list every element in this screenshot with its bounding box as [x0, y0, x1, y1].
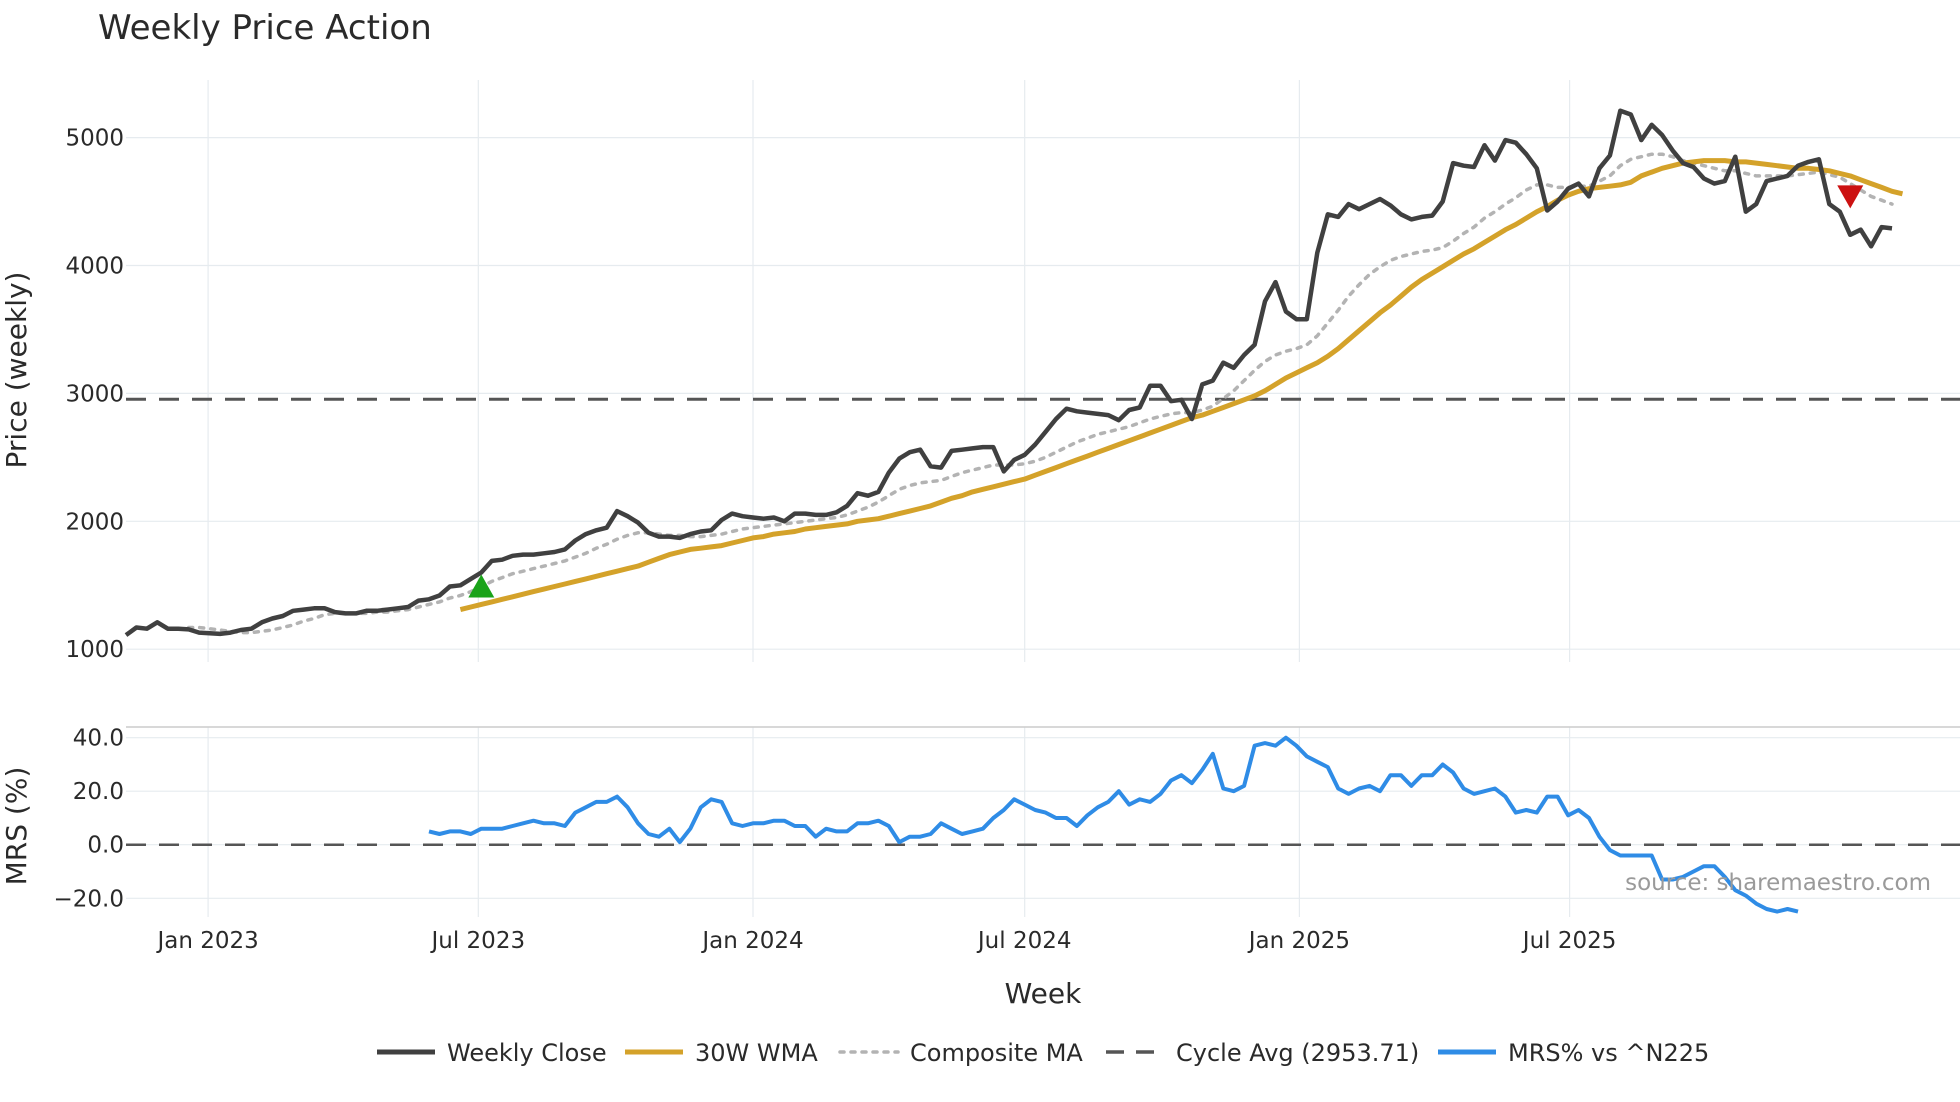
x-tick-label: Jul 2024	[976, 928, 1072, 954]
chart-title: Weekly Price Action	[98, 8, 432, 48]
x-tick-label: Jan 2023	[155, 928, 258, 954]
mrs-series	[428, 735, 1799, 914]
mrs-y-axis-title: MRS (%)	[0, 767, 33, 886]
price-y-axis-title: Price (weekly)	[0, 272, 33, 469]
mrs-y-ticks: −20.0 0.0 20.0 40.0	[54, 726, 124, 913]
buy-signal-marker	[468, 574, 495, 598]
legend-label: MRS% vs ^N225	[1508, 1039, 1709, 1067]
legend: Weekly Close 30W WMA Composite MA Cycle Avg…	[377, 1039, 1709, 1067]
weekly-close-series	[124, 108, 1893, 637]
price-y-tick-label: 5000	[65, 126, 124, 152]
wma-30-series	[459, 158, 1904, 613]
x-tick-label: Jul 2025	[1521, 928, 1617, 954]
mrs-y-tick-label: 40.0	[73, 726, 124, 752]
mrs-y-tick-label: −20.0	[54, 886, 124, 912]
price-y-tick-label: 1000	[65, 637, 124, 663]
legend-label: Composite MA	[910, 1039, 1083, 1067]
price-y-ticks: 1000 2000 3000 4000 5000	[65, 126, 124, 664]
x-tick-label: Jul 2023	[429, 928, 525, 954]
legend-label: Cycle Avg (2953.71)	[1176, 1039, 1419, 1067]
x-axis-title: Week	[1005, 977, 1082, 1010]
price-grid	[126, 80, 1960, 662]
legend-label: 30W WMA	[695, 1039, 818, 1067]
x-tick-label: Jan 2024	[700, 928, 803, 954]
mrs-y-tick-label: 0.0	[87, 833, 124, 859]
x-ticks: Jan 2023 Jul 2023 Jan 2024 Jul 2024 Jan 2025…	[155, 928, 1616, 954]
price-y-tick-label: 4000	[65, 254, 124, 280]
price-y-tick-label: 2000	[65, 509, 124, 535]
source-label: source: sharemaestro.com	[1625, 870, 1931, 896]
x-tick-label: Jan 2025	[1247, 928, 1350, 954]
legend-label: Weekly Close	[447, 1039, 607, 1067]
price-y-tick-label: 3000	[65, 381, 124, 407]
sell-signal-marker	[1837, 185, 1864, 209]
mrs-y-tick-label: 20.0	[73, 779, 124, 805]
